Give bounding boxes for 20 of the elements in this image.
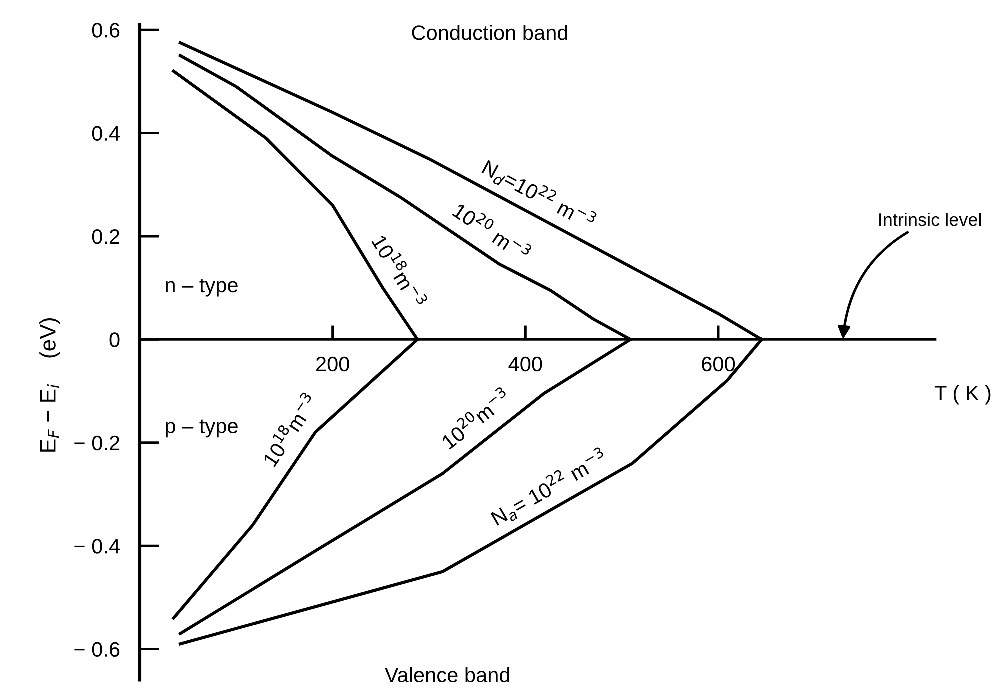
text: 10$^{18}$m$^{−3}$: [259, 392, 320, 468]
y-tick-label: 0.6: [92, 23, 120, 38]
annotation: n – type: [166, 278, 238, 297]
text: E$_{F}$ − E$_{i}$ (eV): [40, 318, 60, 452]
annotation: Intrinsic level: [880, 212, 982, 226]
y-tick-label: 0.4: [92, 126, 120, 142]
y-tick-label: 0: [110, 332, 120, 348]
y-tick-label: − 0.6: [74, 642, 120, 658]
x-tick-label: 400: [508, 356, 542, 372]
x-tick-label: 600: [702, 356, 736, 372]
annotation: Valence band: [384, 667, 510, 683]
y-tick-label: 0.2: [92, 229, 120, 244]
x-tick-label: 200: [316, 356, 350, 372]
annotation: p – type: [166, 420, 238, 438]
text: 10$^{20}$ m$^{−3}$: [452, 200, 533, 263]
x-axis-title: T ( K ): [934, 385, 991, 405]
text: 10$^{18}$m$^{−3}$: [372, 232, 429, 310]
annotation: Conduction band: [412, 25, 568, 40]
y-tick-label: − 0.2: [74, 436, 120, 451]
y-tick-label: − 0.4: [74, 539, 120, 554]
